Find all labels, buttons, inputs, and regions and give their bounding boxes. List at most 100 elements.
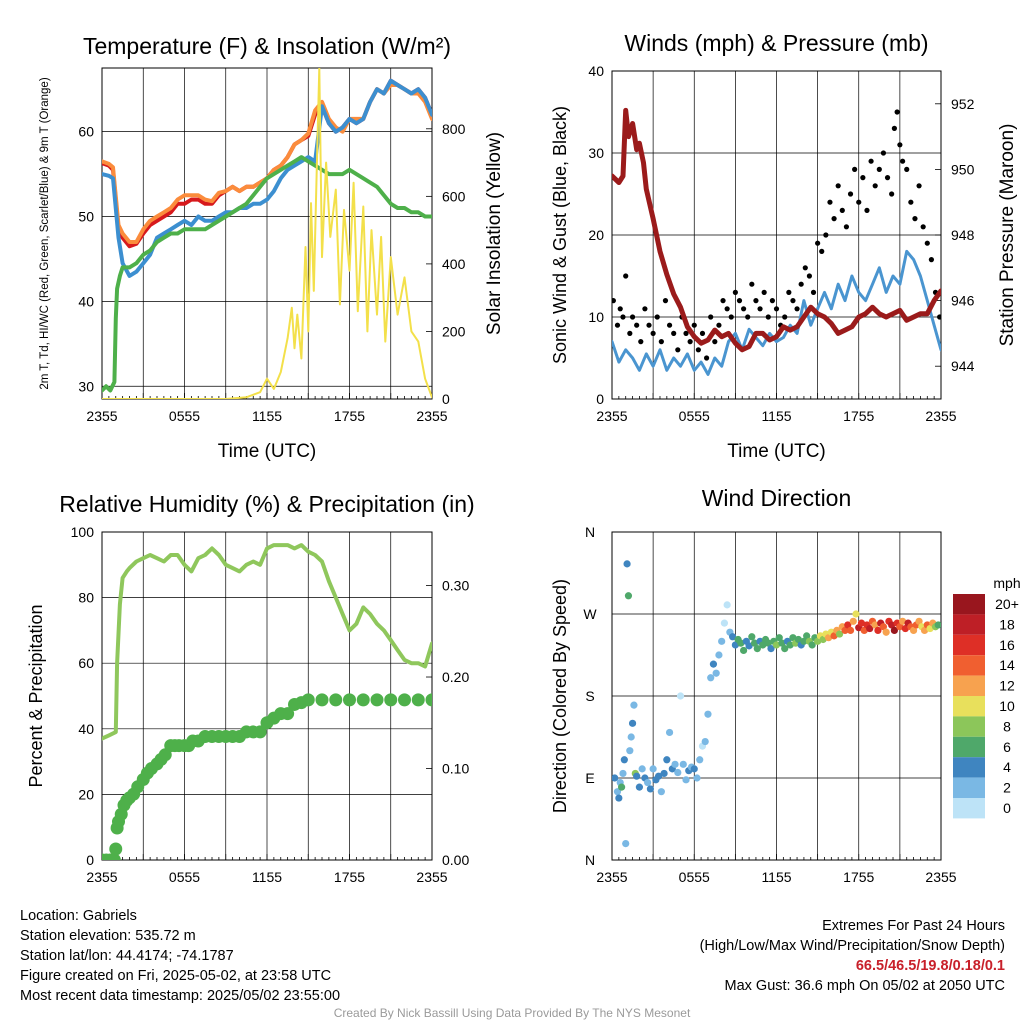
recent-data-text: Most recent data timestamp: 2025/05/02 2… <box>20 988 341 1004</box>
y-tick-label: E <box>585 770 594 786</box>
legend-label: 12 <box>999 678 1015 694</box>
y-tick-label: 30 <box>78 378 94 394</box>
chart-title: Relative Humidity (%) & Precipitation (i… <box>59 491 474 517</box>
wind-direction-point <box>852 610 860 618</box>
x-tick-label: 1155 <box>252 408 282 424</box>
series-gust-point <box>916 183 922 189</box>
y2-tick-label: 952 <box>951 96 975 112</box>
series-gust-point <box>753 298 759 304</box>
x-tick-label: 2355 <box>86 869 117 885</box>
extremes-values: 66.5/46.5/19.8/0.18/0.1 <box>855 958 1005 974</box>
wind-direction-point <box>665 728 674 737</box>
wind-direction-point <box>676 692 685 700</box>
y2-tick-label: 944 <box>951 358 975 374</box>
series-gust-point <box>790 298 796 304</box>
wind-direction-point <box>630 701 638 709</box>
chart-panel-3: 2355 0555 1155 1755 23550204060801000.000.10… <box>26 491 475 885</box>
series-gust-point <box>716 322 722 328</box>
legend-title: mph <box>993 575 1020 591</box>
x-tick-label: 2355 <box>416 869 447 885</box>
y2-tick-label: 0.10 <box>442 761 469 777</box>
x-tick-label: 2355 <box>596 869 627 885</box>
wind-direction-point <box>874 626 882 635</box>
wind-direction-point <box>879 623 888 631</box>
wind-direction-point <box>860 626 868 635</box>
series-gust-point <box>831 216 837 222</box>
wind-direction-point <box>849 617 857 625</box>
legend-label: 6 <box>1003 739 1011 755</box>
series-precipitation-point <box>109 842 123 856</box>
y2-tick-label: 800 <box>442 121 466 137</box>
extremes-subtitle: (High/Low/Max Wind/Precipitation/Snow De… <box>699 938 1005 954</box>
series-gust-point <box>843 224 850 230</box>
x-tick-label: 1755 <box>334 869 365 885</box>
wind-direction-point <box>671 760 679 768</box>
wind-direction-point <box>620 756 628 764</box>
x-axis-label: Time (UTC) <box>727 441 826 462</box>
y2-tick-label: 0 <box>442 391 450 407</box>
wind-direction-point <box>709 660 718 668</box>
wind-direction-point <box>622 840 630 848</box>
wind-direction-point <box>712 669 720 677</box>
wind-direction-point <box>748 633 756 641</box>
series-gust-point <box>891 125 897 131</box>
series-td <box>102 155 432 393</box>
x-axis-label: Time (UTC) <box>218 441 317 462</box>
wind-direction-point <box>660 769 668 778</box>
x-tick-label: 0555 <box>169 869 200 885</box>
series-gust-point <box>904 166 910 172</box>
y-tick-label: 60 <box>78 655 94 671</box>
chart-panel-1: 2355 0555 1155 1755 235530405060020040060080… <box>39 33 505 462</box>
series-gust-point <box>736 298 743 304</box>
wind-direction-point <box>628 719 637 727</box>
wind-direction-point <box>619 769 627 778</box>
wind-direction-point <box>696 756 704 764</box>
x-tick-label: 1755 <box>334 408 365 424</box>
y-tick-label: 0 <box>86 852 94 868</box>
wind-direction-point <box>674 768 682 777</box>
chart-title: Winds (mph) & Pressure (mb) <box>624 30 928 56</box>
wind-direction-point <box>871 621 879 629</box>
x-tick-label: 2355 <box>86 408 117 424</box>
wind-direction-point <box>690 765 698 773</box>
wind-direction-point <box>715 651 723 659</box>
chart-panel-2: 2355 0555 1155 1755 235501020304094494694895… <box>550 30 1018 462</box>
wind-direction-point <box>800 637 808 645</box>
wind-direction-point <box>803 632 811 640</box>
speed-legend: mph 20+ 18 16 14 12 10 8 6 4 2 0 <box>953 575 1021 819</box>
x-tick-label: 1755 <box>843 408 874 424</box>
series-precipitation-point <box>343 693 356 707</box>
wind-direction-point <box>775 634 783 642</box>
series-gust-point <box>889 191 895 197</box>
legend-swatch <box>953 757 985 778</box>
wind-direction-point <box>682 776 690 784</box>
x-tick-label: 1155 <box>252 869 282 885</box>
wind-direction-point <box>920 626 929 635</box>
series-gust-point <box>897 142 903 148</box>
y2-axis-label: Solar Insolation (Yellow) <box>484 132 505 335</box>
series-gust-point <box>699 330 706 336</box>
legend-label: 18 <box>999 616 1015 632</box>
x-tick-label: 1155 <box>761 869 791 885</box>
series-gust-point <box>769 298 775 304</box>
wind-direction-point <box>663 756 671 764</box>
wind-direction-point <box>627 733 635 741</box>
y2-tick-label: 200 <box>442 323 466 339</box>
series-gust-point <box>720 298 726 304</box>
wind-direction-point <box>750 639 759 647</box>
series-gust-point <box>671 330 677 336</box>
latlon-text: Station lat/lon: 44.4174; -74.1787 <box>20 948 234 964</box>
series-gust-point <box>614 322 621 328</box>
series-gust-point <box>708 314 714 320</box>
wind-direction-point <box>781 645 789 653</box>
y-tick-label: 40 <box>588 63 604 79</box>
credit-text: Created By Nick Bassill Using Data Provi… <box>333 1006 691 1020</box>
series-gust-point <box>823 232 829 238</box>
series-gust-point <box>703 355 710 361</box>
wind-direction-point <box>646 785 654 793</box>
series-gust-point <box>620 314 626 320</box>
series-gust-point <box>856 199 862 205</box>
series-gust-point <box>928 257 935 263</box>
y-tick-label: 60 <box>78 124 94 140</box>
series-gust-point <box>802 265 808 271</box>
